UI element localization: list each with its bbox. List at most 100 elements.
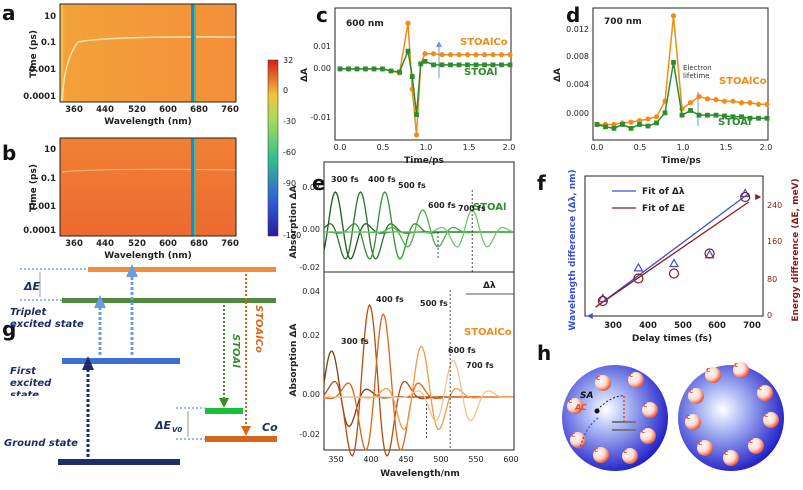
svg-text:-90: -90 bbox=[283, 179, 296, 188]
curve-stoalco bbox=[324, 359, 514, 422]
svg-text:Absorption ΔA: Absorption ΔA bbox=[289, 186, 299, 259]
svg-text:0.0001: 0.0001 bbox=[23, 92, 56, 102]
data-point bbox=[397, 69, 402, 75]
svg-text:Time/ps: Time/ps bbox=[661, 156, 701, 166]
level-ground bbox=[58, 459, 180, 465]
data-point-dl bbox=[597, 293, 608, 303]
plot-e bbox=[323, 190, 514, 457]
data-point-dl bbox=[633, 262, 644, 272]
particle-label: c bbox=[764, 411, 768, 419]
svg-text:600 nm: 600 nm bbox=[346, 19, 384, 29]
particle-label: c bbox=[758, 384, 762, 392]
svg-text:Ground state: Ground state bbox=[4, 438, 78, 449]
svg-text:700: 700 bbox=[743, 321, 761, 331]
particle bbox=[757, 385, 773, 401]
level-triplet bbox=[62, 298, 276, 303]
svg-text:300: 300 bbox=[604, 321, 622, 331]
data-point bbox=[747, 115, 753, 121]
sphere-left bbox=[562, 365, 668, 471]
svg-text:0: 0 bbox=[767, 311, 772, 320]
particle bbox=[567, 398, 583, 414]
particle bbox=[688, 388, 704, 404]
svg-text:0.1: 0.1 bbox=[41, 38, 56, 48]
particle bbox=[705, 367, 721, 383]
pump-line-a bbox=[191, 4, 194, 102]
svg-text:2.0: 2.0 bbox=[503, 143, 516, 152]
data-point bbox=[671, 59, 676, 65]
svg-text:600 fs: 600 fs bbox=[448, 346, 476, 355]
data-point bbox=[422, 51, 428, 57]
svg-text:760: 760 bbox=[221, 239, 239, 249]
plot-c bbox=[337, 20, 513, 138]
panel-a: a Time (ps) 10 0.1 0.001 0.0001 360 440 … bbox=[2, 1, 239, 127]
data-point bbox=[346, 66, 351, 72]
particle bbox=[642, 402, 658, 418]
svg-text:440: 440 bbox=[96, 105, 114, 115]
data-point bbox=[730, 114, 736, 120]
svg-text:520: 520 bbox=[128, 239, 146, 249]
data-point bbox=[490, 62, 496, 68]
svg-text:80: 80 bbox=[767, 275, 777, 284]
data-point bbox=[431, 62, 436, 68]
svg-text:500: 500 bbox=[674, 321, 692, 331]
panel-e: e 0.02 0.00 -0.02 0.04 0.02 0.00 -0.02 3… bbox=[289, 161, 519, 479]
svg-text:600: 600 bbox=[503, 455, 518, 464]
svg-text:Fit of ΔE: Fit of ΔE bbox=[642, 204, 685, 214]
data-point bbox=[603, 124, 608, 130]
data-point bbox=[448, 62, 453, 68]
data-point bbox=[713, 97, 719, 103]
panel-a-label: a bbox=[2, 1, 16, 25]
svg-text:440: 440 bbox=[96, 239, 114, 249]
svg-text:SA: SA bbox=[580, 391, 593, 401]
svg-text:0.008: 0.008 bbox=[566, 52, 589, 61]
data-point bbox=[422, 58, 428, 64]
svg-text:1.5: 1.5 bbox=[720, 143, 733, 152]
data-point bbox=[507, 52, 513, 58]
particle-label: c bbox=[641, 427, 645, 435]
data-point bbox=[696, 93, 702, 100]
svg-text:360: 360 bbox=[65, 239, 83, 249]
data-point bbox=[662, 110, 668, 116]
svg-text:500 fs: 500 fs bbox=[398, 181, 426, 190]
svg-text:0.5: 0.5 bbox=[634, 143, 647, 152]
svg-text:0.1: 0.1 bbox=[41, 174, 56, 184]
data-point bbox=[611, 121, 617, 128]
electron-lifetime-note: Electron lifetime bbox=[683, 64, 712, 80]
svg-text:0.0: 0.0 bbox=[334, 143, 347, 152]
data-point bbox=[730, 98, 736, 104]
svg-text:0.001: 0.001 bbox=[29, 202, 56, 212]
svg-text:0.0001: 0.0001 bbox=[23, 226, 56, 236]
data-point bbox=[620, 122, 625, 127]
svg-text:STOAl: STOAl bbox=[464, 67, 497, 78]
data-point bbox=[473, 52, 479, 58]
svg-text:680: 680 bbox=[190, 105, 208, 115]
data-point-dl bbox=[668, 258, 680, 268]
svg-text:1.0: 1.0 bbox=[420, 143, 433, 152]
svg-text:1.5: 1.5 bbox=[463, 143, 476, 152]
data-point bbox=[388, 68, 394, 74]
particle-label: c bbox=[643, 401, 647, 409]
particle bbox=[640, 428, 656, 444]
data-point bbox=[747, 100, 753, 106]
svg-text:Δλ: Δλ bbox=[483, 281, 496, 291]
particle bbox=[595, 375, 611, 391]
svg-text:AC: AC bbox=[574, 403, 587, 412]
svg-text:350: 350 bbox=[328, 455, 343, 464]
data-point bbox=[456, 62, 462, 68]
particle-label: c bbox=[596, 374, 600, 382]
svg-text:550: 550 bbox=[468, 455, 483, 464]
curve-stoal bbox=[324, 209, 514, 248]
particle-label: c bbox=[698, 439, 702, 447]
svg-text:500 fs: 500 fs bbox=[420, 299, 448, 308]
svg-text:520: 520 bbox=[128, 105, 146, 115]
svg-text:600: 600 bbox=[159, 105, 177, 115]
data-point bbox=[679, 112, 685, 118]
svg-text:-60: -60 bbox=[283, 148, 296, 157]
svg-text:160: 160 bbox=[767, 237, 782, 246]
data-point bbox=[721, 98, 728, 104]
data-point bbox=[654, 120, 659, 126]
data-point bbox=[764, 115, 770, 121]
particle-label: c bbox=[571, 431, 575, 439]
data-point bbox=[447, 52, 454, 58]
svg-text:0: 0 bbox=[283, 86, 288, 95]
